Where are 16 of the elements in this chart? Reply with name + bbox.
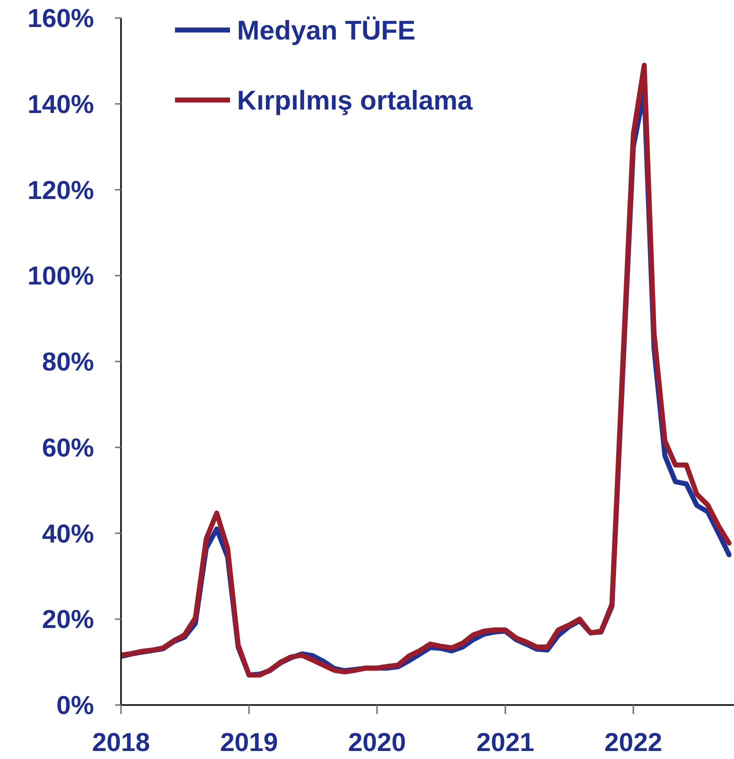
y-tick-label: 80% (42, 346, 94, 377)
y-tick-label: 140% (28, 88, 94, 119)
y-tick-label: 20% (42, 604, 94, 634)
y-tick-label: 0% (56, 690, 94, 720)
legend-label: Medyan TÜFE (237, 15, 416, 46)
x-tick-label: 2022 (604, 727, 662, 757)
y-tick-label: 100% (28, 260, 94, 291)
legend-label: Kırpılmış ortalama (237, 85, 474, 116)
y-tick-label: 160% (28, 3, 94, 34)
x-tick-label: 2019 (220, 727, 278, 757)
x-tick-label: 2020 (348, 727, 406, 757)
x-tick-label: 2021 (476, 727, 534, 757)
x-tick-label: 2018 (92, 727, 150, 757)
y-tick-label: 60% (42, 432, 94, 462)
y-tick-label: 40% (42, 518, 94, 548)
y-tick-label: 120% (28, 174, 94, 205)
